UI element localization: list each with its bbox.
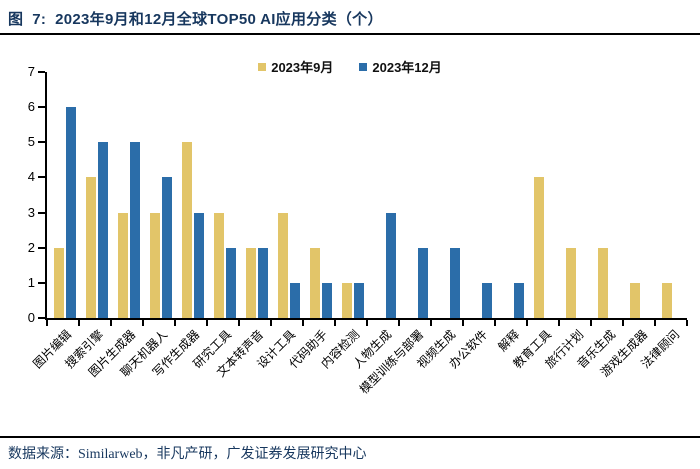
x-axis-tick	[654, 320, 656, 326]
x-axis-tick	[110, 320, 112, 326]
x-axis-tick	[590, 320, 592, 326]
legend-label: 2023年9月	[271, 60, 334, 75]
bar-sep-6	[246, 247, 256, 318]
x-axis-tick	[206, 320, 208, 326]
legend-swatch-icon	[258, 62, 267, 71]
y-axis-tick	[38, 246, 45, 249]
y-axis-tick	[38, 281, 45, 284]
x-axis-tick	[174, 320, 176, 326]
title-divider	[0, 33, 700, 35]
bar-dec-9	[353, 282, 364, 318]
bar-sep-1	[86, 177, 96, 318]
y-axis-tick	[38, 71, 45, 73]
x-axis-tick	[46, 320, 48, 326]
x-axis-tick	[462, 320, 464, 326]
legend-item-1: 2023年12月	[359, 57, 442, 76]
x-axis-tick	[430, 320, 432, 326]
bar-sep-2	[118, 212, 128, 318]
y-axis-label: 1	[27, 274, 35, 290]
y-axis-label: 6	[27, 99, 35, 115]
bar-sep-19	[662, 282, 672, 318]
y-axis-label: 5	[27, 134, 35, 150]
bar-sep-16	[566, 247, 576, 318]
y-axis-label: 4	[27, 169, 35, 185]
footer-divider	[0, 436, 700, 438]
y-axis-tick	[38, 176, 45, 179]
bar-dec-8	[321, 282, 332, 318]
bar-sep-0	[54, 247, 64, 318]
figure-title: 图 7: 2023年9月和12月全球TOP50 AI应用分类（个）	[8, 11, 383, 28]
x-axis-tick	[686, 320, 688, 326]
bar-chart-plot-area: 0 1 2 3 4 5 6 7 图片编辑 搜索引擎 图片生成器 聊天机器人 写作生成器 研究工具 文本转声音…	[28, 64, 688, 397]
x-axis-tick	[398, 320, 400, 326]
y-axis-label: 0	[27, 310, 35, 325]
legend-item-0: 2023年9月	[258, 57, 333, 76]
x-axis-tick	[78, 320, 80, 326]
bar-sep-15	[534, 177, 544, 318]
bar-sep-3	[150, 212, 160, 318]
legend-swatch-icon	[359, 62, 368, 71]
bar-sep-8	[310, 247, 320, 318]
x-axis-tick	[270, 320, 272, 326]
chart-legend: 2023年9月 2023年12月	[0, 57, 700, 76]
bar-dec-13	[481, 282, 492, 318]
data-source-note: 数据来源：Similarweb，非凡产研，广发证券发展研究中心	[8, 447, 367, 462]
x-axis-tick	[494, 320, 496, 326]
legend-label: 2023年12月	[372, 60, 442, 75]
x-axis-tick	[238, 320, 240, 326]
y-axis-tick	[38, 141, 45, 144]
y-axis-label: 3	[27, 204, 35, 220]
bar-dec-7	[289, 282, 300, 318]
bar-sep-5	[214, 212, 224, 318]
bar-sep-17	[598, 247, 608, 318]
bar-sep-7	[278, 212, 288, 318]
bar-dec-14	[513, 282, 524, 318]
x-axis-tick	[622, 320, 624, 326]
x-axis-tick	[366, 320, 368, 326]
bar-sep-9	[342, 282, 352, 318]
bar-dec-1	[97, 142, 108, 318]
bar-dec-11	[417, 247, 428, 318]
x-axis-tick	[302, 320, 304, 326]
bar-dec-5	[225, 247, 236, 318]
bar-dec-0	[65, 107, 76, 318]
y-axis-label: 2	[27, 239, 35, 255]
bar-dec-12	[449, 247, 460, 318]
bar-sep-4	[182, 142, 192, 318]
y-axis-tick	[38, 317, 45, 319]
x-axis-tick	[526, 320, 528, 326]
bar-dec-2	[129, 142, 140, 318]
y-axis-tick	[38, 211, 45, 214]
y-axis-label: 7	[27, 64, 35, 79]
bar-dec-4	[193, 212, 204, 318]
x-axis-tick	[558, 320, 560, 326]
x-axis-tick	[334, 320, 336, 326]
bar-dec-3	[161, 177, 172, 318]
bar-dec-10	[385, 212, 396, 318]
bar-sep-18	[630, 282, 640, 318]
bar-dec-6	[257, 247, 268, 318]
x-axis-tick	[142, 320, 144, 326]
y-axis-tick	[38, 106, 45, 109]
